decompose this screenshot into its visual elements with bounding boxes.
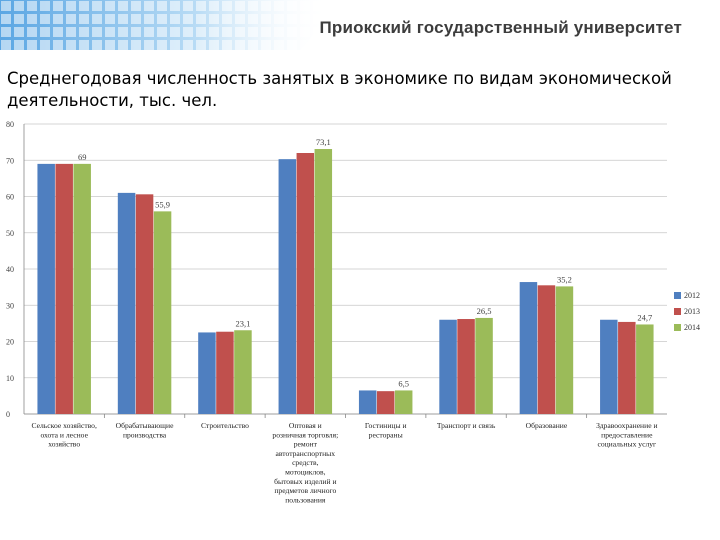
y-tick-label: 10 bbox=[6, 374, 14, 383]
bar-2013 bbox=[135, 194, 154, 414]
bars bbox=[37, 149, 654, 414]
data-label: 24,7 bbox=[637, 312, 652, 322]
bar-2012 bbox=[358, 390, 377, 414]
legend-label: 2014 bbox=[684, 323, 700, 332]
x-category-label: Оптовая и розничная торговля; ремонт автотр… bbox=[272, 421, 338, 504]
data-label: 55,9 bbox=[155, 199, 170, 209]
x-category-label: Сельское хозяйство, охота и лесное хозяйст… bbox=[31, 421, 96, 449]
bar-chart: 0 10 20 30 40 50 60 70 80 69 55,9 23,1 73,1 6,5 26,5 3… bbox=[6, 120, 700, 504]
data-label: 23,1 bbox=[236, 318, 251, 328]
bar-2013 bbox=[216, 331, 234, 414]
x-category-label: Обрабатывающие производства bbox=[116, 421, 174, 439]
data-label: 26,5 bbox=[477, 306, 492, 316]
x-category-label: Здравоохранение и предоставление социальны… bbox=[596, 421, 657, 449]
legend-swatch bbox=[674, 324, 681, 331]
x-category-label: Транспорт и связь bbox=[437, 421, 496, 430]
legend-label: 2013 bbox=[684, 307, 700, 316]
bar-2013 bbox=[537, 285, 556, 414]
y-tick-label: 50 bbox=[6, 229, 14, 238]
data-label: 35,2 bbox=[557, 274, 572, 284]
bar-2013 bbox=[618, 321, 636, 414]
bar-2013 bbox=[457, 319, 475, 414]
data-label: 73,1 bbox=[316, 137, 331, 147]
slide-title: Среднегодовая численность занятых в экон… bbox=[7, 69, 672, 110]
legend-swatch bbox=[674, 292, 681, 299]
legend-label: 2012 bbox=[684, 291, 700, 300]
bar-2012 bbox=[198, 332, 216, 414]
bar-2014 bbox=[314, 149, 333, 414]
category-labels: Сельское хозяйство, охота и лесное хозяйст… bbox=[31, 421, 657, 504]
data-label: 69 bbox=[78, 152, 87, 162]
data-label: 6,5 bbox=[398, 378, 409, 388]
x-category-label: Строительство bbox=[201, 421, 249, 430]
y-tick-label: 70 bbox=[6, 156, 14, 165]
bar-2012 bbox=[278, 159, 297, 414]
header-band bbox=[0, 0, 330, 50]
y-tick-label: 40 bbox=[6, 265, 14, 274]
university-name: Приокский государственный университет bbox=[319, 18, 682, 37]
y-tick-label: 30 bbox=[6, 301, 14, 310]
bar-2014 bbox=[153, 211, 172, 414]
bar-2014 bbox=[394, 390, 413, 414]
bar-2012 bbox=[600, 319, 618, 414]
bar-2013 bbox=[55, 163, 73, 414]
bar-2014 bbox=[234, 330, 252, 414]
bar-2014 bbox=[636, 324, 654, 414]
bar-2013 bbox=[376, 391, 395, 414]
bar-2012 bbox=[117, 192, 136, 414]
x-category-label: Образование bbox=[526, 421, 568, 430]
y-tick-label: 60 bbox=[6, 193, 14, 202]
bar-2012 bbox=[37, 163, 55, 414]
bar-2013 bbox=[296, 153, 315, 414]
y-tick-label: 0 bbox=[6, 410, 10, 419]
x-category-label: Гостиницы и рестораны bbox=[365, 421, 407, 439]
legend-swatch bbox=[674, 308, 681, 315]
bar-2014 bbox=[73, 163, 91, 414]
bar-2012 bbox=[519, 282, 538, 414]
bar-2012 bbox=[439, 319, 457, 414]
y-tick-label: 80 bbox=[6, 120, 14, 129]
legend: 2012 2013 2014 bbox=[674, 291, 700, 332]
bar-2014 bbox=[555, 286, 574, 414]
data-labels: 69 55,9 23,1 73,1 6,5 26,5 35,2 24,7 bbox=[78, 137, 652, 388]
y-tick-label: 20 bbox=[6, 338, 14, 347]
bar-2014 bbox=[475, 317, 493, 414]
